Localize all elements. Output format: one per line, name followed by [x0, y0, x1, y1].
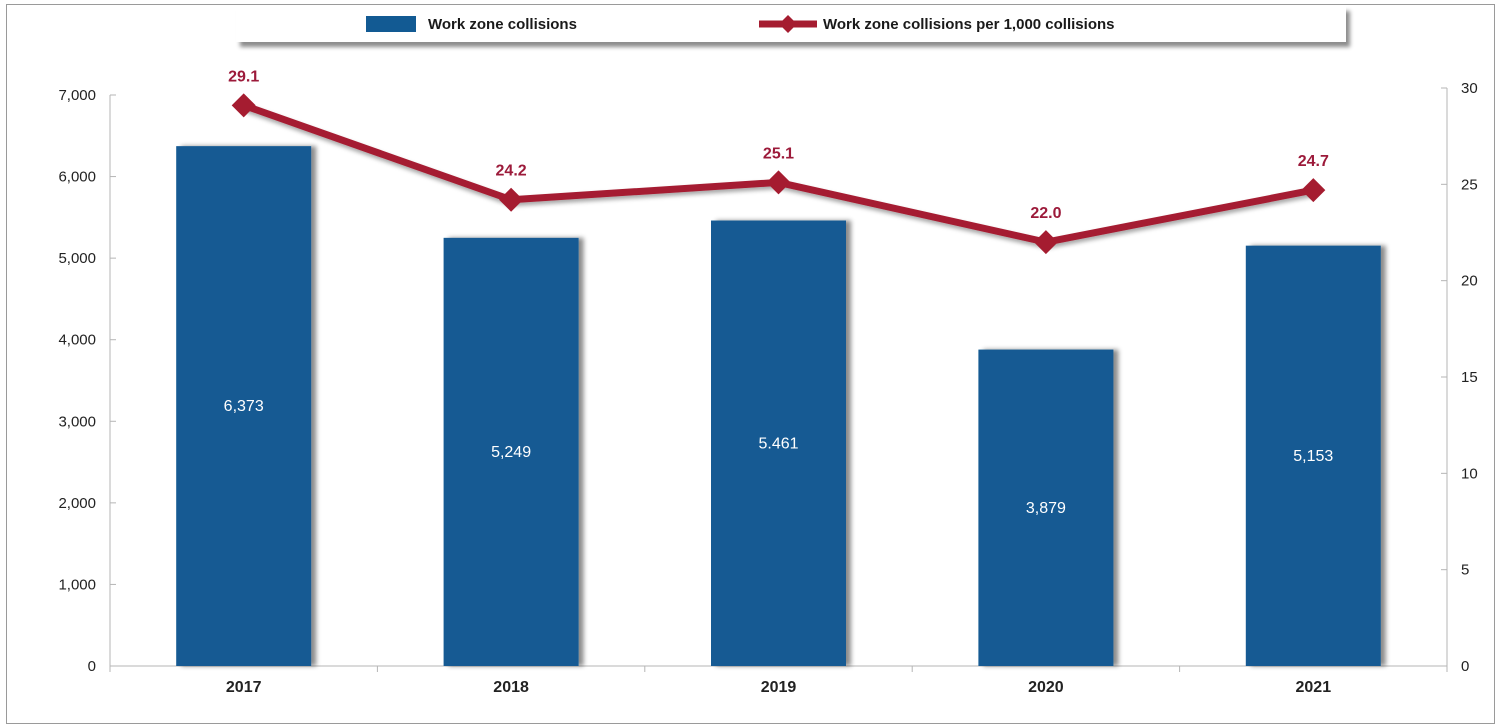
- y-left-tick-label: 1,000: [58, 576, 96, 593]
- x-tick-label: 2018: [493, 679, 529, 696]
- bar-2018: [443, 237, 579, 666]
- chart-legend: Work zone collisions Work zone collision…: [236, 6, 1346, 42]
- y-right-tick-label: 0: [1461, 658, 1469, 675]
- legend-label-bars: Work zone collisions: [428, 15, 577, 33]
- legend-swatch-line: [759, 15, 817, 33]
- y-left-tick-label: 2,000: [58, 495, 96, 512]
- bar-value-label: 3,879: [1026, 500, 1066, 517]
- y-left-tick-label: 5,000: [58, 250, 96, 267]
- rate-value-label: 24.2: [496, 163, 527, 180]
- legend-item-work-zone-collisions: Work zone collisions: [366, 6, 577, 42]
- y-left-tick-label: 6,000: [58, 169, 96, 186]
- bar-value-label: 6,373: [224, 398, 264, 415]
- y-left-tick-label: 0: [88, 658, 96, 675]
- bar-2017: [176, 146, 312, 667]
- y-left-tick-label: 3,000: [58, 413, 96, 430]
- y-left-tick-label: 7,000: [58, 87, 96, 104]
- y-left-tick-label: 4,000: [58, 332, 96, 349]
- bar-2019: [711, 220, 846, 666]
- rate-marker-2021: [1301, 178, 1326, 203]
- rate-marker-2017: [231, 93, 256, 118]
- rate-marker-2020: [1033, 230, 1058, 255]
- bar-2021: [1245, 245, 1381, 667]
- y-right-tick-label: 10: [1461, 465, 1478, 482]
- rate-value-label: 29.1: [228, 68, 259, 85]
- rate-value-label: 24.7: [1298, 153, 1329, 170]
- y-right-tick-label: 25: [1461, 176, 1478, 193]
- y-right-tick-label: 30: [1461, 80, 1478, 97]
- y-right-tick-label: 15: [1461, 369, 1478, 386]
- x-tick-label: 2020: [1028, 679, 1064, 696]
- bar-value-label: 5.461: [758, 435, 798, 452]
- rate-value-label: 22.0: [1030, 205, 1061, 222]
- y-right-tick-label: 20: [1461, 273, 1478, 290]
- combo-chart: 0 1,000 2,000 3,000 4,000 5,000 6,000 7,000 0 5 10…: [58, 68, 1478, 696]
- x-tick-label: 2017: [226, 679, 262, 696]
- legend-item-collision-rate: Work zone collisions per 1,000 collision…: [759, 6, 1114, 42]
- bar-value-label: 5,249: [491, 444, 531, 461]
- legend-swatch-bar: [366, 16, 416, 32]
- rate-value-label: 25.1: [763, 145, 794, 162]
- legend-label-line: Work zone collisions per 1,000 collision…: [823, 15, 1115, 33]
- y-right-tick-label: 5: [1461, 562, 1469, 579]
- bar-2020: [978, 349, 1114, 666]
- x-tick-label: 2021: [1296, 679, 1332, 696]
- bar-value-label: 5,153: [1293, 448, 1333, 465]
- rate-marker-2019: [766, 170, 791, 195]
- x-tick-label: 2019: [761, 679, 797, 696]
- rate-marker-2018: [499, 187, 524, 212]
